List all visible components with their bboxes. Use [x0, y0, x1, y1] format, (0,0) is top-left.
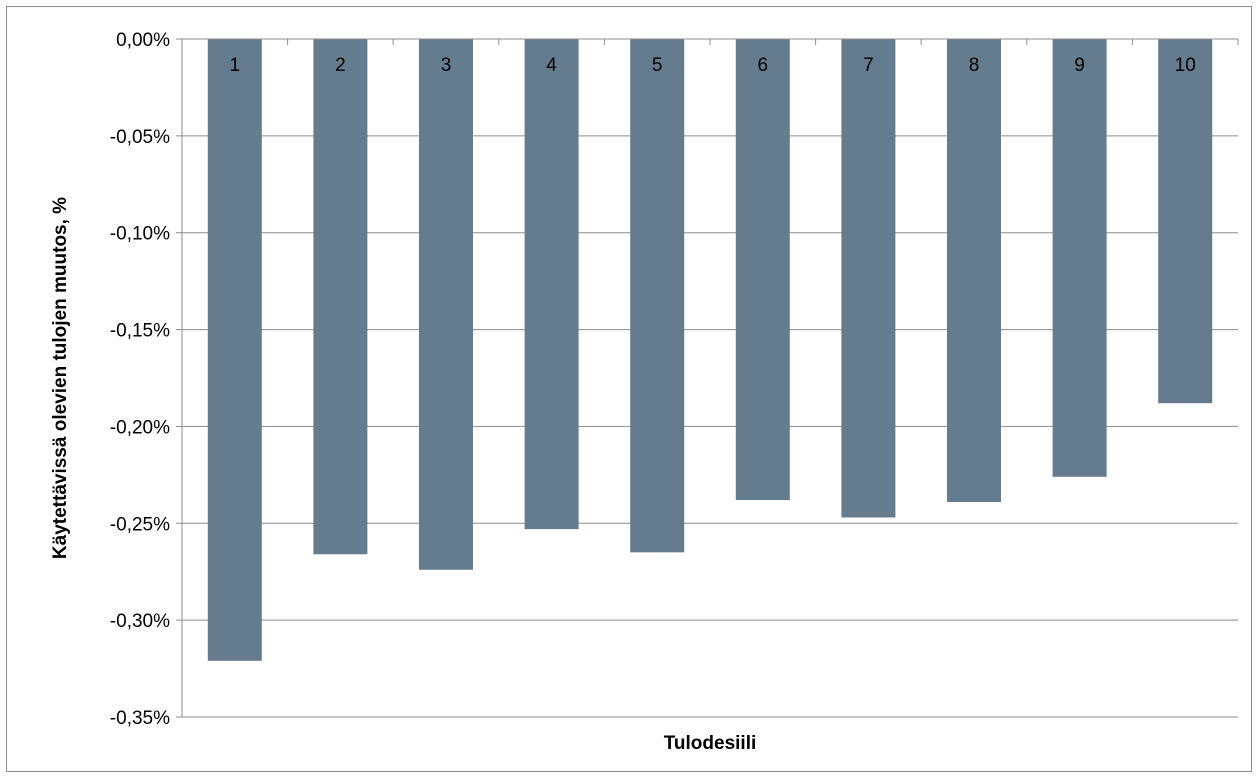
category-labels: 1 2 3 4 5 6 7 8 9 10	[230, 55, 1196, 76]
bar	[1158, 39, 1213, 404]
bar	[524, 39, 579, 530]
y-tick-label: -0,10%	[110, 224, 170, 245]
category-label: 1	[230, 55, 241, 76]
category-label: 5	[652, 55, 663, 76]
bar	[1052, 39, 1107, 477]
y-tick-label: 0,00%	[116, 30, 170, 51]
y-tick-label: -0,20%	[110, 417, 170, 438]
bar	[313, 39, 368, 555]
bar	[207, 39, 262, 661]
category-label: 9	[1074, 55, 1085, 76]
category-label: 2	[335, 55, 346, 76]
category-label: 6	[758, 55, 769, 76]
bar	[735, 39, 790, 501]
y-tick-label: -0,25%	[110, 514, 170, 535]
y-axis-ticks: 0,00% -0,05% -0,10% -0,15% -0,20% -0,25% -0,30…	[110, 30, 182, 729]
category-label: 4	[546, 55, 557, 76]
y-axis-title: Käytettävissä olevien tulojen muutos, %	[50, 197, 71, 559]
bars	[207, 39, 1213, 661]
bar	[419, 39, 473, 570]
category-label: 3	[441, 55, 452, 76]
bar	[630, 39, 685, 553]
x-axis-title: Tulodesiili	[664, 733, 757, 754]
y-tick-label: -0,30%	[110, 611, 170, 632]
y-tick-label: -0,05%	[110, 127, 170, 148]
category-label: 8	[969, 55, 980, 76]
y-tick-label: -0,15%	[110, 321, 170, 342]
x-axis	[181, 38, 1239, 45]
bar	[947, 39, 1001, 502]
category-label: 7	[863, 55, 874, 76]
bar	[841, 39, 896, 518]
y-tick-label: -0,35%	[110, 708, 170, 729]
category-label: 10	[1175, 55, 1196, 76]
